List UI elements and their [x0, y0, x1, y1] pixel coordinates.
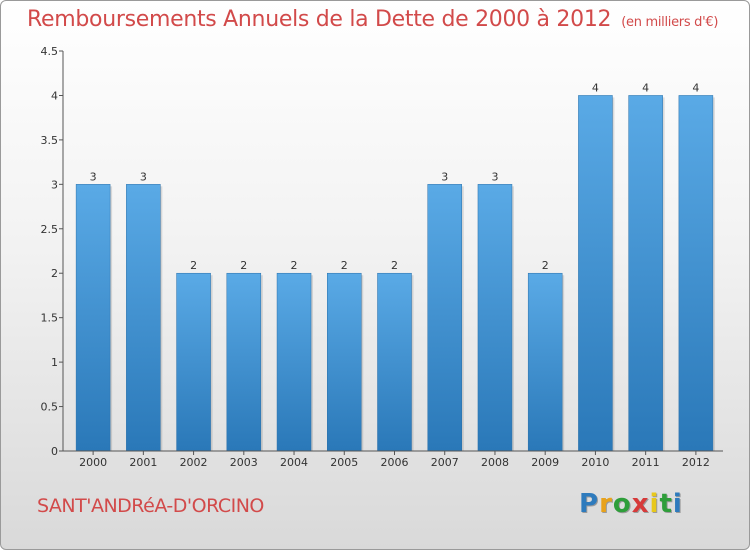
y-axis: 0 0.5 1 1.5 2 2.5 3 3.5 4 4.5	[41, 45, 64, 458]
bar-value-label: 2	[240, 259, 247, 272]
bar	[176, 272, 211, 452]
bar	[377, 272, 412, 452]
y-tick-label: 0.5	[41, 401, 59, 414]
bar-value-label: 3	[140, 170, 147, 183]
bar-value-label: 2	[391, 259, 398, 272]
logo-letter: i	[672, 489, 683, 519]
logo-letter: P	[579, 489, 600, 519]
title-text: Remboursements Annuels de la Dette de 20…	[27, 7, 612, 32]
bar	[628, 95, 663, 452]
bar-value-label: 4	[642, 81, 649, 94]
x-tick-label: 2004	[280, 456, 308, 469]
bar-value-label: 2	[190, 259, 197, 272]
proxiti-logo: Proxiti	[579, 489, 683, 519]
y-tick-label: 0	[51, 445, 58, 458]
bar-value-label: 2	[542, 259, 549, 272]
bar	[477, 184, 513, 452]
y-tick-label: 1	[51, 356, 58, 369]
x-tick-label: 2007	[431, 456, 459, 469]
y-tick-label: 2	[51, 267, 58, 280]
x-tick-label: 2009	[531, 456, 559, 469]
bar	[527, 272, 563, 452]
bar	[678, 95, 714, 452]
x-tick-label: 2012	[682, 456, 710, 469]
y-tick-label: 3	[51, 178, 58, 191]
x-tick-label: 2010	[581, 456, 609, 469]
x-tick-label: 2003	[230, 456, 258, 469]
y-tick-label: 3.5	[41, 134, 59, 147]
unit-label: (en milliers d'€)	[621, 15, 719, 30]
x-tick-label: 2005	[330, 456, 358, 469]
bar-value-label: 4	[592, 81, 599, 94]
bar	[226, 272, 262, 452]
y-tick-label: 2.5	[41, 223, 59, 236]
logo-letter: o	[612, 489, 632, 519]
x-tick-label: 2002	[180, 456, 208, 469]
y-tick-label: 1.5	[41, 312, 59, 325]
logo-letter: r	[599, 489, 613, 519]
logo-letter: t	[659, 489, 673, 519]
bars: 3 3 2 2 2 2 2 3 3 2 4 4 4	[75, 81, 715, 452]
x-axis: 2000 2001 2002 2003 2004 2005 2006 2007 2008 2009…	[63, 450, 723, 469]
x-tick-label: 2008	[481, 456, 509, 469]
bar	[276, 272, 312, 452]
bar-value-label: 3	[441, 170, 448, 183]
x-tick-label: 2000	[79, 456, 107, 469]
y-tick-label: 4	[51, 89, 58, 102]
bar-value-label: 3	[491, 170, 498, 183]
logo-letter: x	[631, 489, 650, 519]
x-tick-label: 2006	[381, 456, 409, 469]
bar	[75, 184, 111, 452]
y-tick-label: 4.5	[41, 45, 59, 58]
bar-value-label: 4	[692, 81, 699, 94]
x-tick-label: 2001	[129, 456, 157, 469]
bar	[126, 184, 161, 452]
bar-value-label: 3	[90, 170, 97, 183]
x-tick-label: 2011	[632, 456, 660, 469]
chart-title: Remboursements Annuels de la Dette de 20…	[27, 7, 718, 32]
bar-value-label: 2	[341, 259, 348, 272]
bar-chart: 00.511.522.533.544.5 3 32 2 2 2 23 324 4 4 2000 2…	[41, 45, 723, 469]
bar	[427, 184, 462, 452]
bar	[578, 95, 613, 452]
bar	[327, 272, 362, 452]
bar-value-label: 2	[291, 259, 298, 272]
place-name: SANT'ANDRéA-D'ORCINO	[37, 495, 264, 517]
logo-letter: i	[649, 489, 660, 519]
